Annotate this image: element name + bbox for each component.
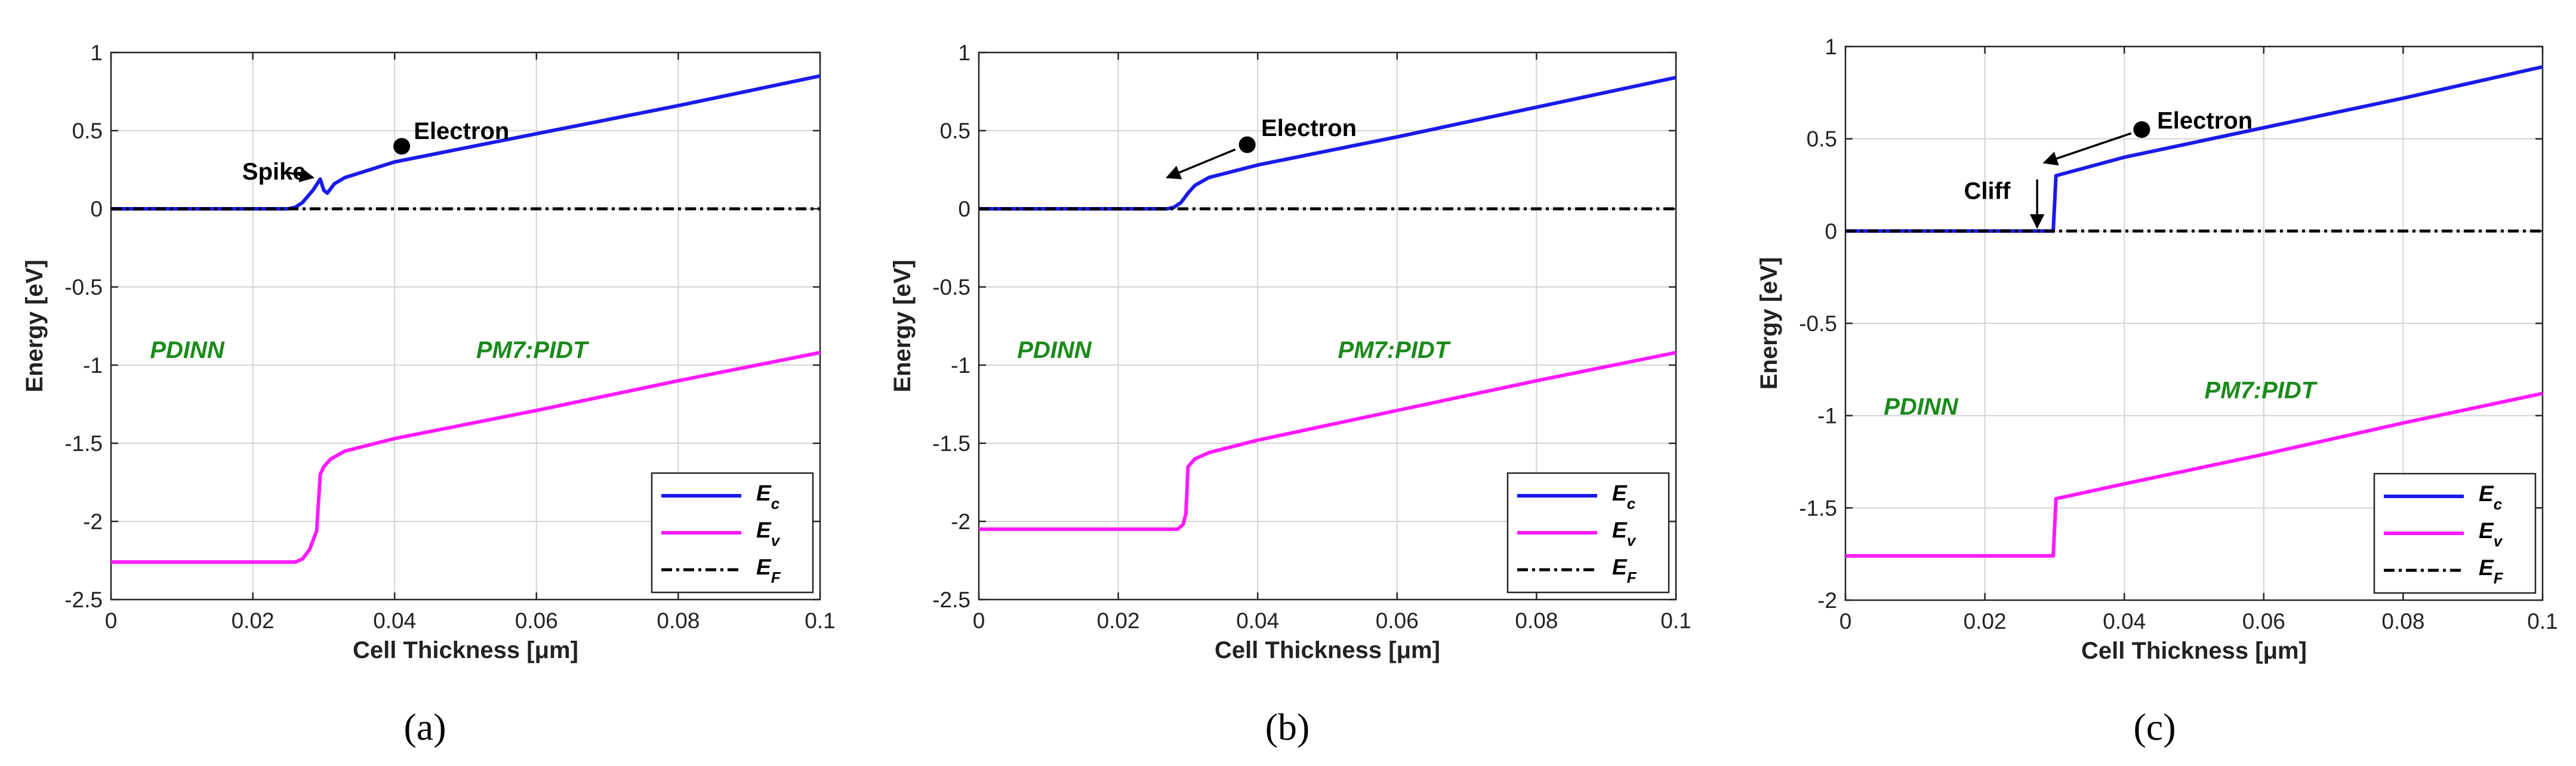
x-tick-label: 0.06 [1376, 609, 1419, 633]
y-tick-label: -1 [83, 353, 103, 378]
electron-dot [2133, 121, 2150, 138]
annotation-spike: Spike [242, 159, 306, 185]
x-tick-label: 0.04 [1236, 609, 1279, 633]
x-tick-label: 0.02 [232, 609, 275, 633]
y-tick-label: 1 [90, 41, 103, 65]
x-tick-label: 0.08 [657, 609, 700, 633]
region-label-pdinn: PDINN [150, 337, 225, 363]
x-tick-label: 0 [973, 609, 985, 633]
y-tick-label: -1.5 [1799, 496, 1837, 520]
annotation-arrow [2042, 132, 2132, 166]
annotation-electron: Electron [414, 118, 509, 144]
y-tick-label: 0.5 [1807, 127, 1837, 152]
legend-label-ec: Ec [2479, 481, 2503, 513]
x-tick-label: 0.06 [2242, 609, 2285, 634]
y-tick-label: -0.5 [932, 275, 970, 299]
x-tick-label: 0.04 [373, 609, 416, 633]
x-tick-label: 0.04 [2103, 609, 2146, 634]
legend-label-ef: EF [2479, 555, 2504, 587]
series-line-ec [111, 74, 821, 211]
x-tick-label: 0.1 [2527, 609, 2557, 634]
annotation-arrow [1166, 148, 1236, 180]
x-axis-title: Cell Thickness [μm] [353, 637, 578, 663]
y-tick-label: 0.5 [72, 119, 103, 143]
legend: Ec Ev EF [2373, 472, 2537, 594]
y-tick-label: 0.5 [940, 119, 970, 143]
annotation-cliff: Cliff [1964, 178, 2011, 204]
x-tick-label: 0.08 [1515, 609, 1558, 633]
region-label-pm7-pidt: PM7:PIDT [2205, 377, 2318, 403]
legend-label-ef: EF [1612, 555, 1637, 586]
panel-label-a: (a) [403, 706, 446, 748]
legend: Ec Ev EF [651, 472, 814, 594]
y-tick-label: 1 [958, 41, 970, 65]
legend-label-ec: Ec [1612, 481, 1636, 512]
y-axis-title: Energy [eV] [889, 260, 916, 392]
annotation-arrow [284, 168, 315, 183]
annotation-electron: Electron [1261, 115, 1357, 141]
chart-panel-c: 0 0.02 0.04 0.06 0.08 0.1 1 0.5 0 -0.5 -1 -1.5 -2 Cel… [1756, 35, 2558, 748]
x-axis-title: Cell Thickness [μm] [2081, 638, 2307, 664]
y-tick-label: -1 [1817, 404, 1837, 428]
x-tick-label: 0.06 [515, 609, 558, 633]
legend-label-ev: Ev [1612, 518, 1637, 549]
region-label-pdinn: PDINN [1017, 337, 1092, 363]
x-tick-label: 0 [105, 609, 118, 633]
region-label-pm7-pidt: PM7:PIDT [1338, 337, 1452, 363]
electron-dot [393, 138, 411, 155]
y-tick-label: -1.5 [932, 431, 970, 456]
legend: Ec Ev EF [1506, 472, 1670, 594]
chart-panel-b: 0 0.02 0.04 0.06 0.08 0.1 1 0.5 0 -0.5 -1 -1.5 -2 -2.… [889, 41, 1691, 748]
y-tick-label: -2 [1817, 588, 1837, 613]
electron-dot [1238, 136, 1256, 153]
y-tick-label: -2.5 [932, 588, 970, 612]
legend-label-ef: EF [756, 555, 781, 586]
y-tick-label: -2.5 [64, 588, 103, 612]
y-tick-label: 0 [958, 197, 970, 221]
plot-frame [110, 51, 821, 601]
x-tick-label: 0 [1839, 609, 1852, 634]
y-tick-label: -2 [83, 509, 103, 534]
plot-frame [978, 51, 1677, 601]
y-tick-label: 0 [1825, 219, 1837, 243]
x-axis-title: Cell Thickness [μm] [1215, 637, 1440, 663]
x-tick-label: 0.02 [1964, 609, 2007, 634]
series-line-ev [1845, 391, 2543, 558]
chart-panel-a: 0 0.02 0.04 0.06 0.08 0.1 1 0.5 0 -0.5 -1 -1.5 -2 -2.… [21, 41, 836, 748]
legend-label-ec: Ec [756, 481, 780, 512]
legend-label-ev: Ev [2479, 518, 2503, 550]
panel-label-b: (b) [1265, 706, 1310, 748]
series-line-ev [111, 351, 821, 564]
y-axis-title: Energy [eV] [1756, 257, 1782, 390]
y-tick-label: -2 [951, 509, 970, 534]
y-tick-label: -1 [951, 353, 970, 378]
y-tick-label: -0.5 [1799, 311, 1837, 336]
legend-label-ev: Ev [756, 518, 781, 549]
x-tick-label: 0.08 [2381, 609, 2424, 634]
y-tick-label: -1.5 [64, 431, 103, 456]
series-line-ev [979, 351, 1677, 532]
annotation-electron: Electron [2157, 108, 2253, 134]
x-tick-label: 0.02 [1097, 609, 1140, 633]
x-tick-label: 0.1 [1660, 609, 1691, 633]
panel-label-c: (c) [2133, 706, 2176, 748]
y-tick-label: 1 [1825, 35, 1837, 59]
y-tick-label: 0 [90, 197, 103, 221]
y-tick-label: -0.5 [64, 275, 103, 299]
y-axis-title: Energy [eV] [21, 260, 48, 392]
region-label-pdinn: PDINN [1884, 394, 1959, 420]
region-label-pm7-pidt: PM7:PIDT [476, 337, 590, 363]
x-tick-label: 0.1 [805, 609, 835, 633]
